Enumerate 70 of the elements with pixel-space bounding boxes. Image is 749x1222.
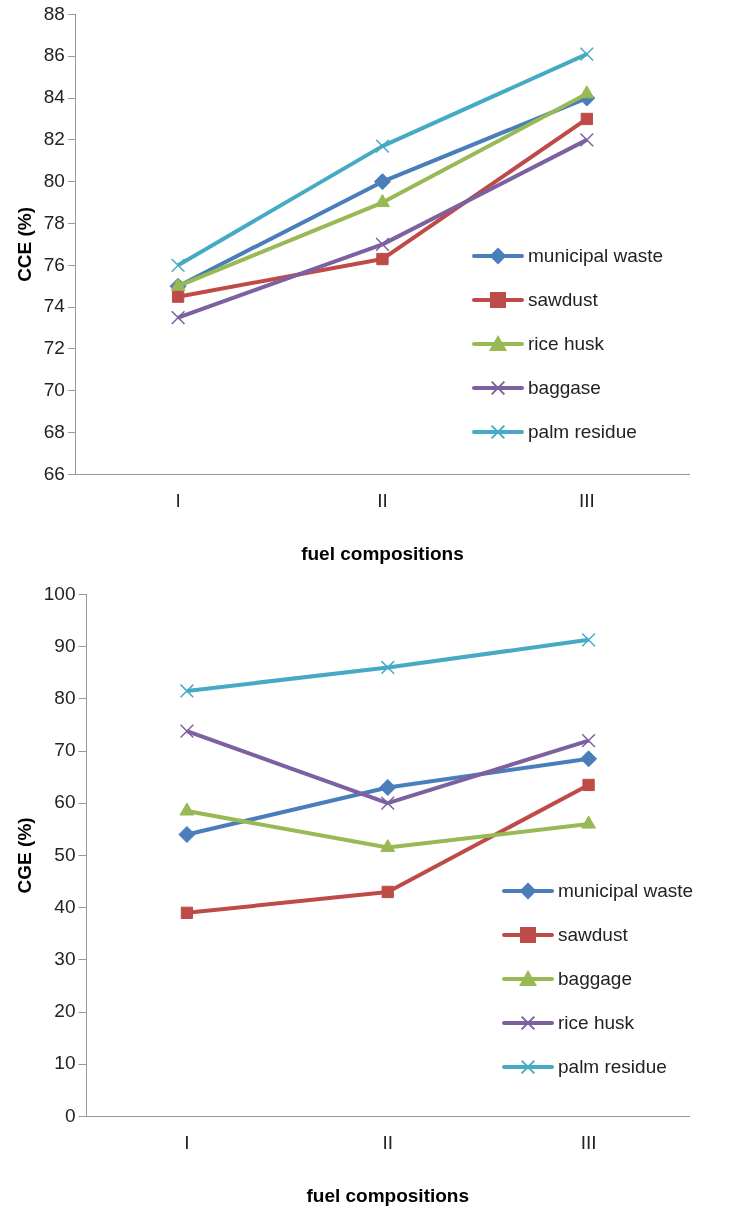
point <box>178 826 196 844</box>
point <box>581 733 596 748</box>
x-axis-title: fuel compositions <box>301 542 464 564</box>
point <box>379 779 397 797</box>
point <box>381 885 394 899</box>
point <box>376 252 389 266</box>
point <box>171 290 185 303</box>
y-tick-label: 50 <box>54 843 76 865</box>
point <box>373 173 391 191</box>
y-tick-label: 100 <box>43 582 76 604</box>
point <box>375 237 390 252</box>
x-tick-label: II <box>382 1132 394 1154</box>
point <box>581 815 597 829</box>
legend-label: rice husk <box>528 333 605 355</box>
y-tick-label: 86 <box>43 44 65 66</box>
x-axis-title: fuel compositions <box>306 1184 470 1206</box>
point <box>580 750 598 768</box>
y-tick-label: 0 <box>64 1104 76 1126</box>
point <box>179 724 195 739</box>
y-tick-label: 20 <box>54 1000 76 1022</box>
point <box>581 632 596 647</box>
y-tick-label: 74 <box>43 295 66 317</box>
point <box>171 310 186 325</box>
point <box>375 194 390 208</box>
point <box>179 802 195 816</box>
point <box>180 906 194 919</box>
point <box>579 47 594 62</box>
y-tick-label: 76 <box>43 253 65 275</box>
point <box>580 112 593 126</box>
y-tick-label: 70 <box>43 379 65 400</box>
y-tick-label: 90 <box>54 634 76 656</box>
x-tick-label: II <box>377 490 388 512</box>
legend-label: palm residue <box>558 1056 667 1078</box>
legend-label: municipal waste <box>558 880 694 902</box>
x-tick-label: III <box>578 490 595 512</box>
y-tick-label: 40 <box>54 895 76 917</box>
x-tick-label: I <box>184 1132 190 1154</box>
y-tick-label: 68 <box>43 420 65 442</box>
y-tick-label: 70 <box>54 739 76 761</box>
point <box>179 683 195 699</box>
legend-label: palm residue <box>528 421 637 443</box>
point <box>375 139 390 154</box>
legend-label: baggase <box>528 377 601 399</box>
legend-label: sawdust <box>528 289 598 311</box>
point <box>380 660 395 675</box>
point <box>579 132 594 147</box>
legend-label: rice husk <box>558 1012 635 1034</box>
y-tick-label: 88 <box>43 2 65 24</box>
y-tick-label: 80 <box>54 687 76 709</box>
legend-label: municipal waste <box>528 245 664 267</box>
point <box>171 258 186 273</box>
point <box>582 778 595 792</box>
y-tick-label: 10 <box>54 1052 76 1074</box>
x-tick-label: I <box>175 490 181 512</box>
y-tick-label: 30 <box>54 948 76 970</box>
y-tick-label: 66 <box>43 462 65 484</box>
y-tick-label: 84 <box>43 86 66 108</box>
y-tick-label: 78 <box>43 211 65 233</box>
legend-label: baggage <box>558 968 632 990</box>
point <box>579 85 595 99</box>
y-tick-label: 60 <box>54 791 76 813</box>
legend-label: sawdust <box>558 924 628 946</box>
x-tick-label: III <box>580 1132 597 1154</box>
point <box>380 839 396 853</box>
y-tick-label: 82 <box>43 128 65 150</box>
y-axis-title: CCE (%) <box>13 206 35 282</box>
point <box>380 796 395 811</box>
y-tick-label: 72 <box>43 337 65 359</box>
y-tick-label: 80 <box>43 169 65 191</box>
y-axis-title: CGE (%) <box>13 817 35 894</box>
